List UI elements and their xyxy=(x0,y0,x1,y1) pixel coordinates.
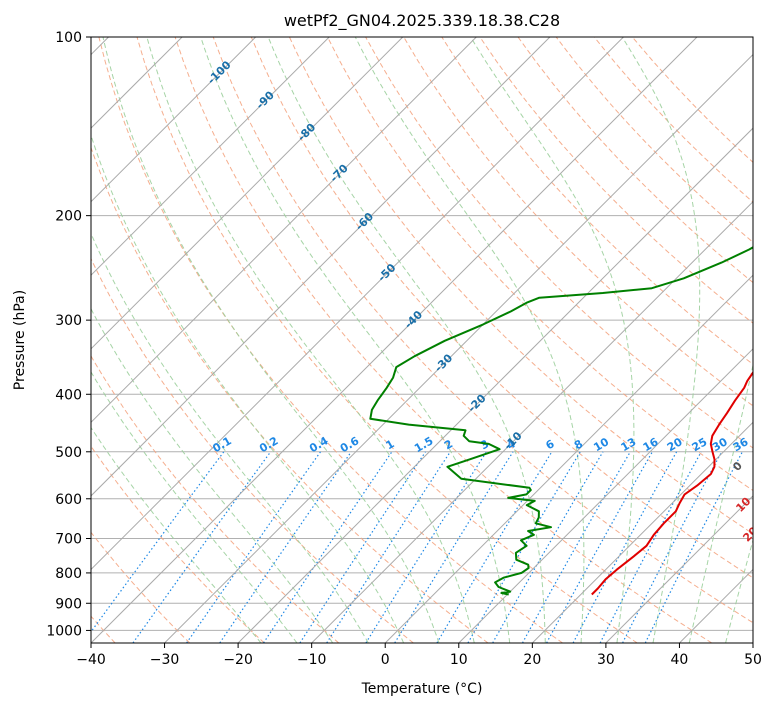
dry-adiabat xyxy=(91,445,265,643)
dewpoint-profile xyxy=(369,246,753,596)
dry-adiabat xyxy=(91,355,340,643)
plot-frame xyxy=(90,36,754,644)
moist-adiabat xyxy=(91,307,334,643)
dry-adiabat xyxy=(250,37,753,579)
dry-adiabat xyxy=(517,37,753,284)
moist-adiabat xyxy=(725,538,753,643)
mixing-ratio-line xyxy=(132,451,272,643)
moist-adiabat xyxy=(762,37,775,643)
x-tick-label: 10 xyxy=(450,652,468,668)
x-tick-label: 50 xyxy=(744,652,762,668)
x-axis-label: Temperature (°C) xyxy=(361,681,483,697)
isotherm-line xyxy=(752,642,753,643)
mixing-ratio-line xyxy=(521,451,631,643)
mixing-ratio-line xyxy=(186,451,321,643)
isotherm-line xyxy=(91,37,404,350)
x-tick-label: 20 xyxy=(523,652,541,668)
isotherm-line xyxy=(91,37,551,497)
isotherm-line xyxy=(91,37,698,643)
x-tick-label: −30 xyxy=(150,652,180,668)
y-tick-label: 800 xyxy=(55,566,82,582)
x-axis: −40 −30 −20 −10 0 10 20 30 40 50 xyxy=(76,643,762,668)
isotherm-line xyxy=(91,37,257,203)
sounding-series xyxy=(369,246,753,596)
dry-adiabat xyxy=(136,37,638,643)
isotherm-line xyxy=(91,37,330,276)
isotherm-line xyxy=(91,37,624,571)
moist-adiabat xyxy=(621,37,701,643)
moist-adiabat-label: 30 xyxy=(756,552,775,572)
x-tick-label: −20 xyxy=(223,652,253,668)
y-tick-label: 100 xyxy=(55,30,82,46)
isotherm-line xyxy=(91,37,477,424)
moist-adiabat xyxy=(688,362,753,643)
temperature-profile xyxy=(591,370,753,596)
isotherm-line xyxy=(605,495,753,643)
y-tick-label: 900 xyxy=(55,596,82,612)
mixing-ratio-line xyxy=(91,451,225,633)
mixing-ratio-line xyxy=(365,451,487,643)
isotherm-line xyxy=(458,348,753,643)
mixing-ratio-line xyxy=(599,451,702,643)
y-axis: 100 200 300 400 500 600 700 800 900 1000 xyxy=(46,30,91,639)
y-tick-label: 300 xyxy=(55,313,82,329)
y-tick-label: 500 xyxy=(55,445,82,461)
dry-adiabat xyxy=(479,37,753,324)
dry-adiabat xyxy=(91,146,489,643)
moist-adiabat xyxy=(91,426,262,643)
chart-title: wetPf2_GN04.2025.339.18.38.C28 xyxy=(284,11,560,31)
y-axis-label: Pressure (hPa) xyxy=(12,290,28,390)
dry-adiabat xyxy=(403,37,753,407)
moist-adiabat xyxy=(354,37,585,643)
x-tick-label: −40 xyxy=(76,652,106,668)
isotherm-line xyxy=(311,200,753,643)
isotherm-line xyxy=(384,274,753,643)
y-tick-label: 200 xyxy=(55,209,82,225)
isotherm-line xyxy=(237,127,753,643)
mixing-ratio-line xyxy=(572,451,678,643)
dry-adiabat xyxy=(212,37,753,624)
isotherm-line xyxy=(531,421,753,643)
mixing-ratio-line xyxy=(219,451,352,643)
isotherm-line xyxy=(164,53,753,643)
mixing-ratio-line xyxy=(262,451,393,643)
x-tick-label: 30 xyxy=(597,652,615,668)
mixing-ratio-line xyxy=(326,451,451,643)
mixing-ratio-line xyxy=(299,451,426,643)
y-tick-label: 600 xyxy=(55,492,82,508)
dry-adiabat xyxy=(174,37,713,643)
moist-adiabat xyxy=(102,37,440,643)
x-tick-label: 0 xyxy=(381,652,390,668)
mixing-ratio-line xyxy=(546,451,653,643)
moist-adiabat xyxy=(91,232,369,643)
dry-adiabat xyxy=(327,37,753,492)
y-tick-label: 700 xyxy=(55,532,82,548)
y-tick-label: 400 xyxy=(55,387,82,403)
background-lines xyxy=(91,37,775,643)
y-tick-label: 1000 xyxy=(46,623,82,639)
moist-adiabat xyxy=(146,37,475,643)
moist-adiabat xyxy=(91,133,405,643)
x-tick-label: −10 xyxy=(297,652,327,668)
moist-adiabat xyxy=(200,37,511,643)
dry-adiabat xyxy=(98,37,563,643)
x-tick-label: 40 xyxy=(671,652,689,668)
dry-adiabat xyxy=(91,531,191,643)
plot-background xyxy=(91,37,753,643)
